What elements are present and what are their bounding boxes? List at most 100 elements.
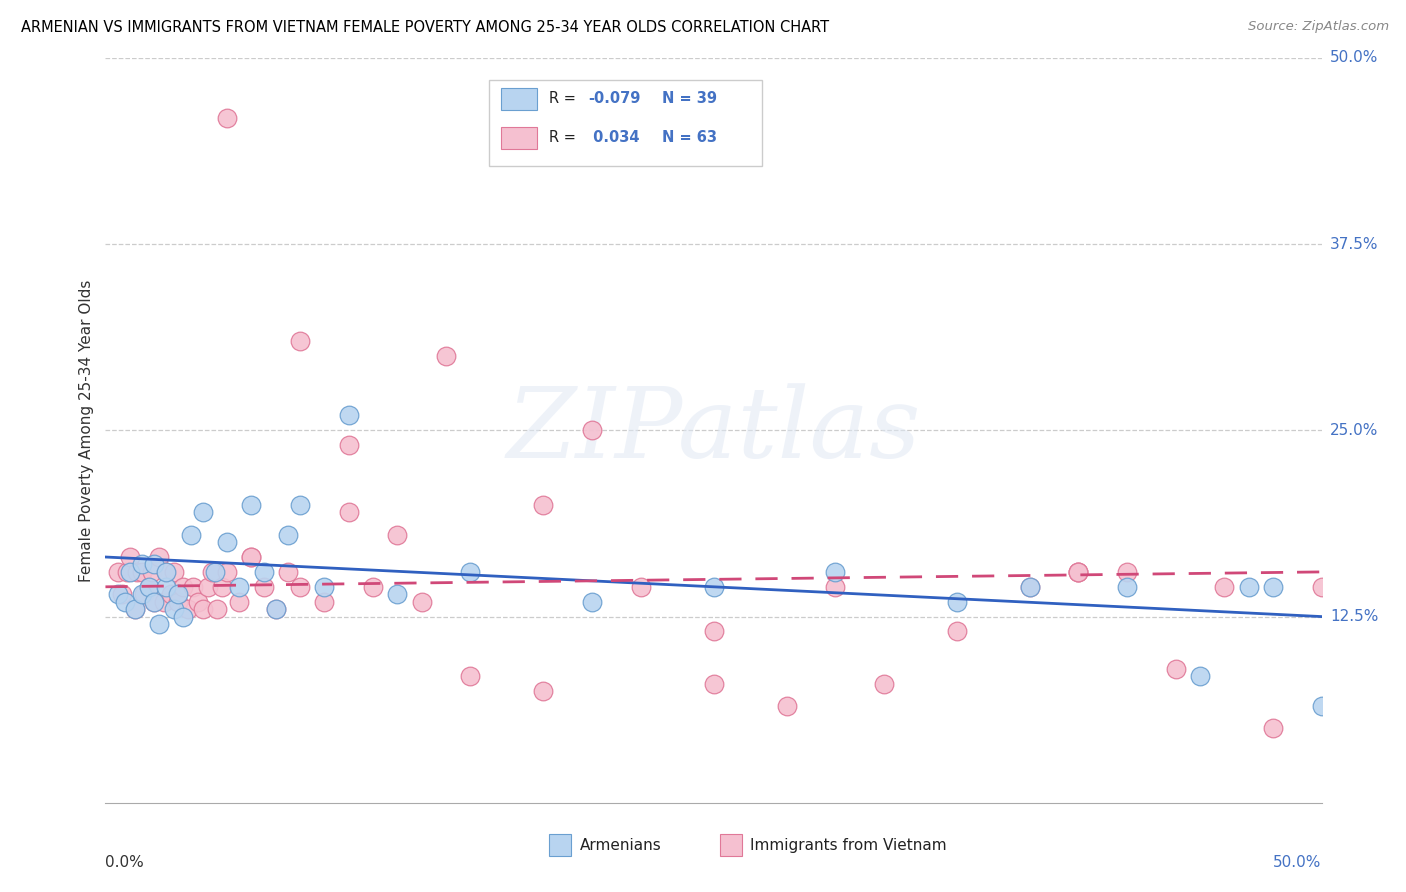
Point	[252, 565, 274, 579]
Point	[337, 409, 360, 423]
Point	[288, 580, 311, 594]
Text: Armenians: Armenians	[579, 838, 661, 853]
Text: 50.0%: 50.0%	[1274, 855, 1322, 870]
Point	[141, 565, 163, 579]
Text: R =: R =	[550, 130, 581, 145]
Point	[361, 580, 384, 594]
Point	[155, 580, 177, 594]
Point	[945, 595, 967, 609]
Point	[702, 624, 725, 639]
Point	[314, 595, 336, 609]
Point	[167, 595, 190, 609]
Point	[177, 602, 200, 616]
Point	[160, 587, 183, 601]
Point	[531, 684, 554, 698]
Text: 25.0%: 25.0%	[1330, 423, 1378, 438]
Point	[1116, 580, 1139, 594]
Point	[162, 565, 184, 579]
Point	[1237, 580, 1260, 594]
Point	[1067, 565, 1090, 579]
Point	[143, 595, 166, 609]
Point	[1261, 721, 1284, 735]
Bar	[501, 127, 537, 149]
Point	[277, 565, 299, 579]
Point	[117, 565, 139, 579]
FancyBboxPatch shape	[488, 80, 762, 166]
Text: Immigrants from Vietnam: Immigrants from Vietnam	[749, 838, 946, 853]
Point	[124, 602, 146, 616]
Text: Source: ZipAtlas.com: Source: ZipAtlas.com	[1249, 20, 1389, 33]
Text: 0.0%: 0.0%	[105, 855, 145, 870]
Point	[1310, 698, 1333, 713]
Point	[148, 617, 170, 632]
Point	[125, 565, 148, 579]
Point	[1067, 565, 1090, 579]
Point	[411, 595, 433, 609]
Point	[387, 527, 409, 541]
Point	[155, 565, 177, 579]
Point	[111, 587, 134, 601]
Point	[172, 580, 194, 594]
Point	[531, 498, 554, 512]
Point	[217, 111, 239, 125]
Point	[288, 498, 311, 512]
Point	[314, 580, 336, 594]
Point	[1018, 580, 1040, 594]
Point	[131, 558, 153, 572]
Point	[337, 438, 360, 452]
Text: 37.5%: 37.5%	[1330, 236, 1378, 252]
Point	[458, 669, 481, 683]
Point	[167, 587, 190, 601]
Point	[1213, 580, 1236, 594]
Point	[201, 565, 224, 579]
Point	[228, 595, 250, 609]
Point	[143, 595, 166, 609]
Point	[824, 565, 846, 579]
Point	[581, 424, 603, 438]
Point	[824, 580, 846, 594]
Text: 0.034: 0.034	[588, 130, 640, 145]
Point	[134, 587, 156, 601]
Bar	[720, 834, 741, 856]
Point	[207, 602, 229, 616]
Text: R =: R =	[550, 92, 581, 106]
Point	[277, 527, 299, 541]
Bar	[501, 87, 537, 110]
Point	[118, 565, 141, 579]
Point	[288, 334, 311, 348]
Point	[131, 587, 153, 601]
Point	[143, 558, 166, 572]
Point	[264, 602, 287, 616]
Point	[387, 587, 409, 601]
Point	[204, 565, 226, 579]
Text: ZIPatlas: ZIPatlas	[506, 383, 921, 478]
Point	[155, 565, 177, 579]
Point	[252, 580, 274, 594]
Point	[191, 505, 214, 519]
Point	[172, 609, 194, 624]
Point	[1067, 565, 1090, 579]
Point	[217, 535, 239, 549]
Text: -0.079: -0.079	[588, 92, 641, 106]
Point	[240, 498, 263, 512]
Point	[1189, 669, 1212, 683]
Point	[228, 580, 250, 594]
Point	[180, 527, 202, 541]
Point	[138, 580, 160, 594]
Y-axis label: Female Poverty Among 25-34 Year Olds: Female Poverty Among 25-34 Year Olds	[79, 279, 94, 582]
Point	[702, 580, 725, 594]
Point	[264, 602, 287, 616]
Point	[1116, 565, 1139, 579]
Text: 12.5%: 12.5%	[1330, 609, 1378, 624]
Point	[945, 624, 967, 639]
Point	[107, 587, 129, 601]
Point	[873, 676, 896, 690]
Point	[775, 698, 797, 713]
Point	[124, 602, 146, 616]
Point	[131, 565, 153, 579]
Point	[581, 595, 603, 609]
Point	[187, 595, 209, 609]
Point	[458, 565, 481, 579]
Point	[181, 580, 204, 594]
Point	[162, 602, 184, 616]
